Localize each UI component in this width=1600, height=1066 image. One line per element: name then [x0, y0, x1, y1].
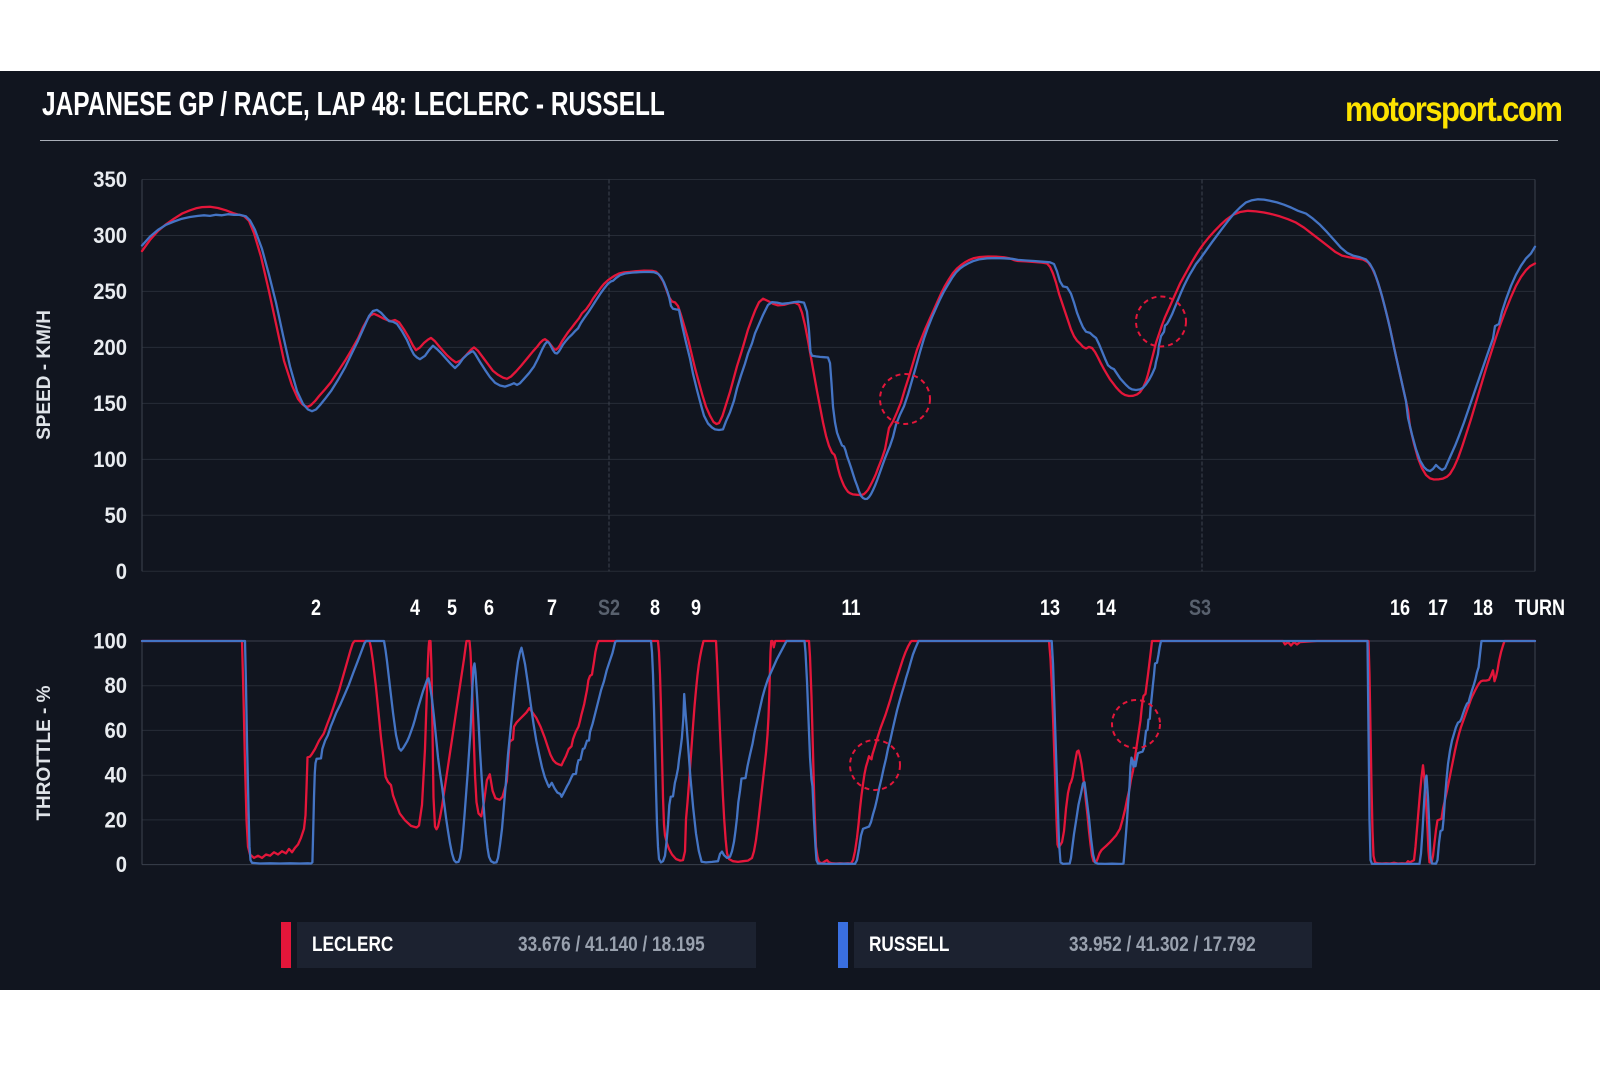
svg-text:200: 200: [93, 336, 127, 360]
svg-text:9: 9: [691, 596, 701, 620]
svg-text:S3: S3: [1189, 596, 1211, 620]
svg-text:11: 11: [841, 596, 860, 620]
svg-text:S2: S2: [598, 596, 620, 620]
svg-text:17: 17: [1428, 596, 1448, 620]
svg-text:100: 100: [93, 630, 127, 654]
svg-text:TURN: TURN: [1515, 596, 1565, 620]
svg-text:350: 350: [93, 168, 127, 192]
svg-text:16: 16: [1390, 596, 1410, 620]
svg-text:0: 0: [116, 853, 127, 877]
svg-text:40: 40: [104, 764, 127, 788]
svg-text:100: 100: [93, 448, 127, 472]
svg-text:13: 13: [1040, 596, 1060, 620]
svg-text:5: 5: [447, 596, 457, 620]
svg-text:60: 60: [104, 719, 127, 743]
svg-text:7: 7: [547, 596, 557, 620]
svg-text:20: 20: [104, 809, 127, 833]
svg-text:14: 14: [1096, 596, 1117, 620]
svg-text:8: 8: [650, 596, 660, 620]
svg-text:6: 6: [484, 596, 494, 620]
svg-text:150: 150: [93, 392, 127, 416]
svg-text:4: 4: [410, 596, 421, 620]
svg-text:SPEED - KM/H: SPEED - KM/H: [34, 310, 55, 440]
svg-text:300: 300: [93, 224, 127, 248]
svg-text:0: 0: [116, 560, 127, 584]
svg-text:50: 50: [104, 504, 127, 528]
svg-text:18: 18: [1473, 596, 1493, 620]
svg-text:250: 250: [93, 280, 127, 304]
svg-text:80: 80: [104, 674, 127, 698]
svg-text:THROTTLE - %: THROTTLE - %: [34, 685, 55, 820]
svg-text:2: 2: [311, 596, 321, 620]
